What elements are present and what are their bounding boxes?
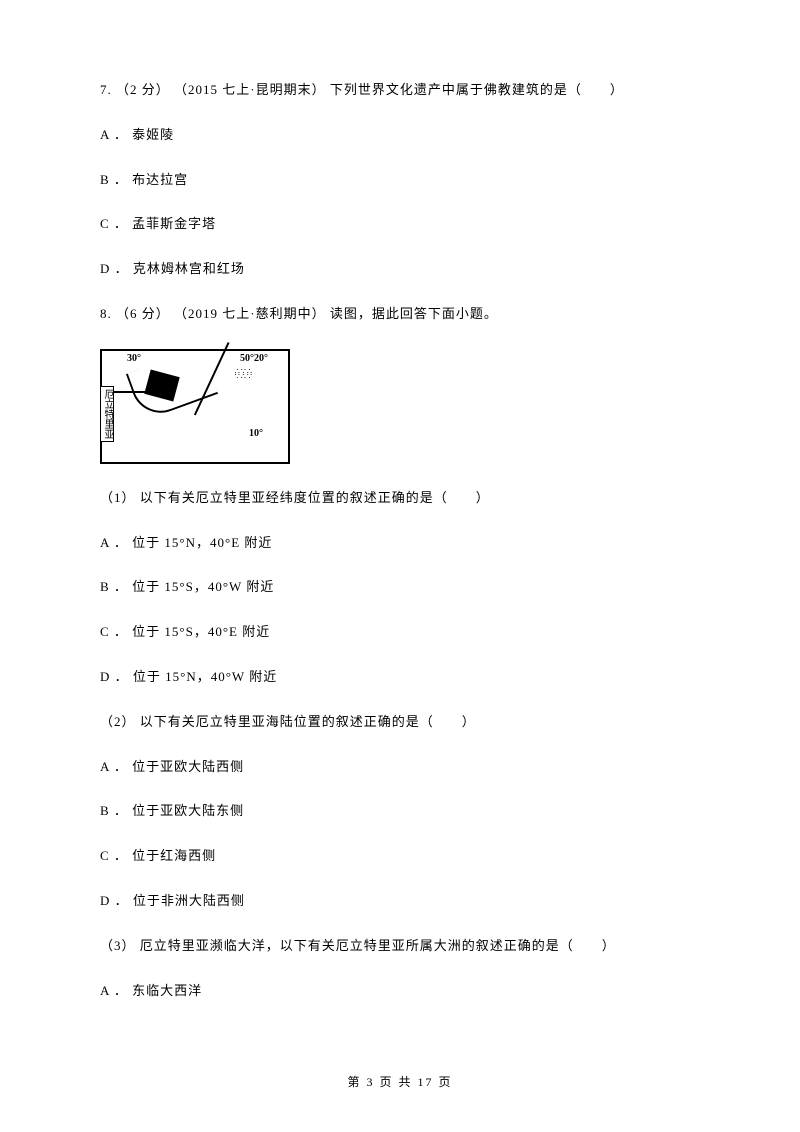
q7-opt-c-label: C ．: [100, 216, 128, 231]
q8s2-b-label: B ．: [100, 803, 128, 818]
q8-sub1-opt-d: D ． 位于 15°N，40°W 附近: [100, 667, 700, 688]
q8s1-d-label: D ．: [100, 669, 129, 684]
q8-sub1-text: 以下有关厄立特里亚经纬度位置的叙述正确的是（ ）: [140, 490, 490, 505]
q7-opt-b-label: B ．: [100, 172, 128, 187]
q8-sub3-opt-a: A ． 东临大西洋: [100, 981, 700, 1002]
map-coastline-2: [194, 342, 282, 440]
page-footer: 第 3 页 共 17 页: [0, 1073, 800, 1092]
q7-opt-b-text: 布达拉宫: [132, 172, 188, 187]
q8s2-d-label: D ．: [100, 893, 129, 908]
q7-source: （2015 七上·昆明期末）: [174, 82, 326, 97]
q7-opt-d-label: D ．: [100, 261, 129, 276]
q8s1-d-text: 位于 15°N，40°W 附近: [133, 669, 277, 684]
map-country-label: 厄立特里亚: [100, 386, 114, 442]
q8-sub3-stem: （3） 厄立特里亚濒临大洋，以下有关厄立特里亚所属大洲的叙述正确的是（ ）: [100, 936, 700, 957]
q8-sub1-opt-a: A ． 位于 15°N，40°E 附近: [100, 533, 700, 554]
question-7-stem: 7. （2 分） （2015 七上·昆明期末） 下列世界文化遗产中属于佛教建筑的…: [100, 80, 700, 101]
map-bottom-coord: 10°: [249, 426, 263, 442]
q7-opt-d-text: 克林姆林宫和红场: [133, 261, 245, 276]
map-terrain-dots: ∴∵∴∵∴∵: [235, 369, 253, 380]
q8-sub3-text: 厄立特里亚濒临大洋，以下有关厄立特里亚所属大洲的叙述正确的是（ ）: [140, 938, 616, 953]
q8-sub1-opt-b: B ． 位于 15°S，40°W 附近: [100, 577, 700, 598]
q8-sub1-opt-c: C ． 位于 15°S，40°E 附近: [100, 622, 700, 643]
q8s1-b-label: B ．: [100, 579, 128, 594]
q8s3-a-label: A ．: [100, 983, 128, 998]
q8-sub2-opt-a: A ． 位于亚欧大陆西侧: [100, 757, 700, 778]
q8s2-a-text: 位于亚欧大陆西侧: [132, 759, 244, 774]
q8-sub2-opt-d: D ． 位于非洲大陆西侧: [100, 891, 700, 912]
q8s1-a-text: 位于 15°N，40°E 附近: [132, 535, 272, 550]
map-top-left-coord: 30°: [127, 351, 141, 367]
q7-points: （2 分）: [116, 82, 170, 97]
q7-stem-text: 下列世界文化遗产中属于佛教建筑的是（ ）: [330, 82, 624, 97]
q8s2-d-text: 位于非洲大陆西侧: [133, 893, 245, 908]
q8-sub1-number: （1）: [100, 490, 136, 505]
q7-option-c: C ． 孟菲斯金字塔: [100, 214, 700, 235]
q8s2-c-text: 位于红海西侧: [132, 848, 216, 863]
q8s3-a-text: 东临大西洋: [132, 983, 202, 998]
q8-source: （2019 七上·慈利期中）: [174, 306, 326, 321]
q7-opt-c-text: 孟菲斯金字塔: [132, 216, 216, 231]
q8-number: 8.: [100, 306, 112, 321]
q8-sub2-text: 以下有关厄立特里亚海陆位置的叙述正确的是（ ）: [140, 714, 476, 729]
q7-option-d: D ． 克林姆林宫和红场: [100, 259, 700, 280]
q8s1-a-label: A ．: [100, 535, 128, 550]
q7-number: 7.: [100, 82, 112, 97]
q8-points: （6 分）: [116, 306, 170, 321]
map-figure: 厄立特里亚 30° 50°20° ∴∵∴∵∴∵ 10°: [100, 349, 290, 464]
q8s2-a-label: A ．: [100, 759, 128, 774]
q8s1-c-text: 位于 15°S，40°E 附近: [132, 624, 270, 639]
q8-sub2-opt-b: B ． 位于亚欧大陆东侧: [100, 801, 700, 822]
q8s1-b-text: 位于 15°S，40°W 附近: [132, 579, 274, 594]
q8s1-c-label: C ．: [100, 624, 128, 639]
map-pointer-arrow: [114, 391, 149, 393]
q8-sub2-number: （2）: [100, 714, 136, 729]
q7-option-b: B ． 布达拉宫: [100, 170, 700, 191]
q8-sub3-number: （3）: [100, 938, 136, 953]
q8-sub2-opt-c: C ． 位于红海西侧: [100, 846, 700, 867]
q8-sub2-stem: （2） 以下有关厄立特里亚海陆位置的叙述正确的是（ ）: [100, 712, 700, 733]
q7-opt-a-text: 泰姬陵: [132, 127, 174, 142]
question-8-stem: 8. （6 分） （2019 七上·慈利期中） 读图，据此回答下面小题。: [100, 304, 700, 325]
q8-sub1-stem: （1） 以下有关厄立特里亚经纬度位置的叙述正确的是（ ）: [100, 488, 700, 509]
q8s2-c-label: C ．: [100, 848, 128, 863]
q7-opt-a-label: A ．: [100, 127, 128, 142]
q8-stem-text: 读图，据此回答下面小题。: [330, 306, 498, 321]
q8s2-b-text: 位于亚欧大陆东侧: [132, 803, 244, 818]
q7-option-a: A ． 泰姬陵: [100, 125, 700, 146]
page-number: 第 3 页 共 17 页: [347, 1075, 452, 1089]
